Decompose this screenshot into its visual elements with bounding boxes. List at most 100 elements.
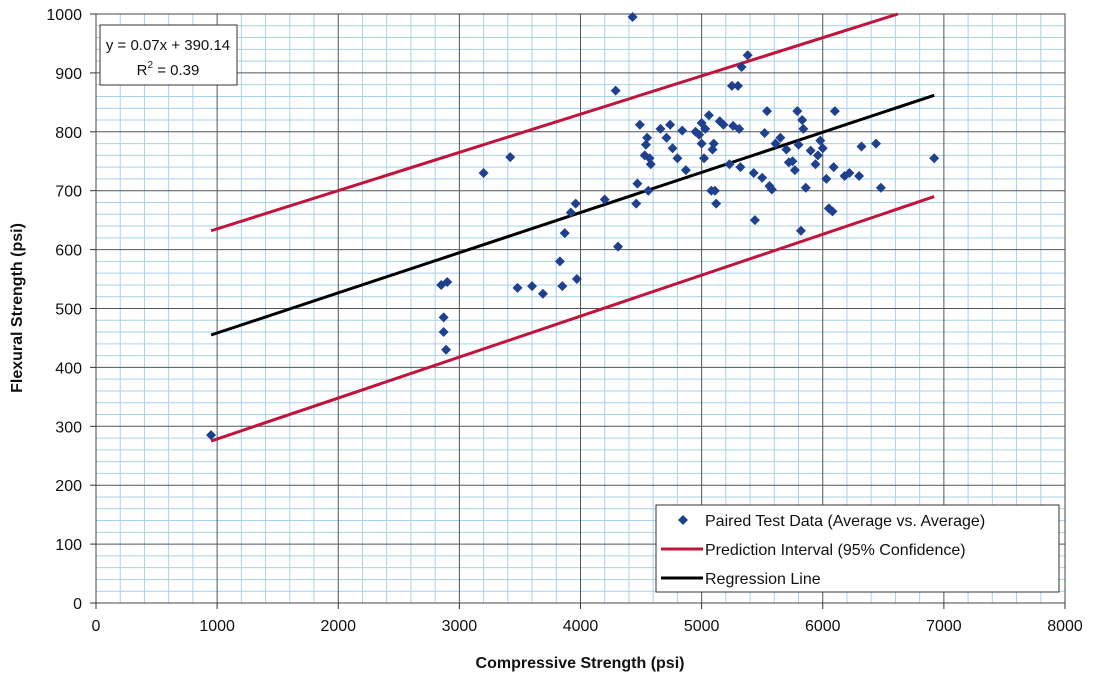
data-point (631, 198, 642, 209)
data-point (645, 159, 656, 170)
y-axis-ticks: 0 100 200 300 400 500 600 700 800 900 1000 (46, 7, 96, 613)
data-point (694, 129, 705, 140)
data-point (775, 132, 786, 143)
data-point (441, 344, 452, 355)
y-axis-label: Flexural Strength (psi) (9, 223, 26, 393)
data-point (787, 156, 798, 167)
x-axis-ticks: 0 1000 2000 3000 4000 5000 6000 7000 8000 (92, 603, 1083, 635)
data-point (478, 168, 489, 179)
legend: Paired Test Data (Average vs. Average) P… (655, 504, 1060, 593)
data-point (665, 119, 676, 130)
data-point (748, 168, 759, 179)
data-point (793, 139, 804, 150)
data-point (770, 138, 781, 149)
data-point (703, 110, 714, 121)
data-point (817, 143, 828, 154)
y-tick-label: 600 (55, 243, 82, 260)
data-point (844, 168, 855, 179)
data-point (700, 123, 711, 134)
y-tick-label: 100 (55, 537, 82, 554)
data-point (800, 182, 811, 193)
x-axis-label: Compressive Strength (psi) (476, 655, 685, 672)
y-tick-label: 400 (55, 360, 82, 377)
data-point (724, 159, 735, 170)
data-point (718, 119, 729, 130)
data-point (599, 194, 610, 205)
y-tick-label: 700 (55, 184, 82, 201)
data-point (759, 127, 770, 138)
data-point (929, 153, 940, 164)
data-point (708, 138, 719, 149)
legend-label-regression: Regression Line (705, 571, 821, 588)
x-tick-label: 3000 (442, 618, 478, 635)
x-tick-label: 2000 (320, 618, 356, 635)
x-tick-label: 5000 (684, 618, 720, 635)
y-tick-label: 200 (55, 478, 82, 495)
x-tick-label: 7000 (926, 618, 962, 635)
data-point (742, 50, 753, 61)
y-tick-label: 1000 (46, 7, 82, 24)
legend-label-data: Paired Test Data (Average vs. Average) (705, 513, 985, 530)
data-point (726, 80, 737, 91)
y-tick-label: 500 (55, 302, 82, 319)
data-point (795, 225, 806, 236)
data-point (438, 312, 449, 323)
data-point (821, 173, 832, 184)
data-point (527, 281, 538, 292)
data-point (680, 165, 691, 176)
data-point (634, 119, 645, 130)
y-tick-label: 800 (55, 125, 82, 142)
x-tick-label: 8000 (1047, 618, 1083, 635)
r-squared: R2 = 0.39 (137, 60, 200, 79)
data-point (810, 159, 821, 170)
regression-equation: y = 0.07x + 390.14 (106, 37, 230, 54)
prediction-interval-line (210, 12, 899, 233)
data-point (699, 153, 710, 164)
data-point (798, 123, 809, 134)
data-point (827, 206, 838, 217)
data-point (696, 138, 707, 149)
data-point (655, 123, 666, 134)
x-tick-label: 0 (92, 618, 101, 635)
data-point (627, 11, 638, 22)
legend-label-prediction: Prediction Interval (95% Confidence) (705, 542, 966, 559)
data-point (856, 141, 867, 152)
data-point (554, 256, 565, 267)
data-point (643, 185, 654, 196)
data-point (789, 165, 800, 176)
data-point (442, 276, 453, 287)
data-point (557, 281, 568, 292)
data-point (571, 274, 582, 285)
data-point (537, 288, 548, 299)
data-points (206, 11, 940, 441)
data-point (667, 143, 678, 154)
data-point (734, 123, 745, 134)
data-point (672, 153, 683, 164)
data-point (732, 80, 743, 91)
data-point (661, 132, 672, 143)
data-point (570, 198, 581, 209)
data-point (711, 198, 722, 209)
data-point (805, 145, 816, 156)
data-point (206, 430, 217, 441)
equation-box: y = 0.07x + 390.14 R2 = 0.39 (99, 24, 238, 86)
data-point (677, 125, 688, 136)
data-point (871, 138, 882, 149)
data-point (565, 207, 576, 218)
data-point (438, 327, 449, 338)
x-tick-label: 6000 (805, 618, 841, 635)
data-point (610, 85, 621, 96)
data-point (736, 62, 747, 73)
x-tick-label: 4000 (563, 618, 599, 635)
data-point (812, 150, 823, 161)
y-tick-label: 900 (55, 66, 82, 83)
data-point (829, 106, 840, 117)
x-tick-label: 1000 (199, 618, 235, 635)
line-series (210, 12, 935, 443)
data-point (512, 282, 523, 293)
legend-marker-icon (678, 515, 688, 525)
data-point (815, 135, 826, 146)
data-point (613, 241, 624, 252)
prediction-interval-line (210, 195, 935, 443)
